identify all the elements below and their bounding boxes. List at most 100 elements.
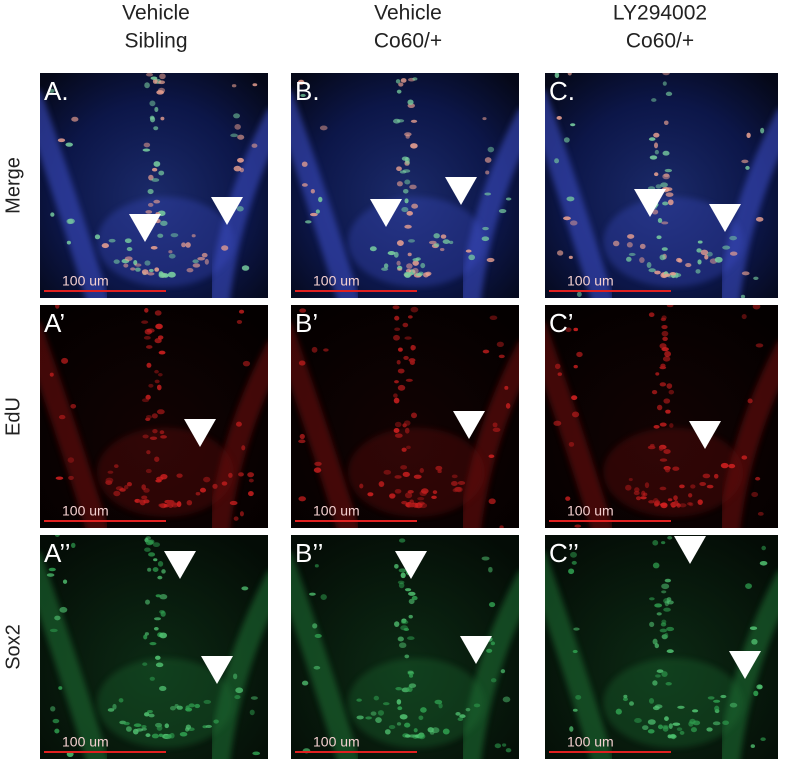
tissue-edge xyxy=(459,108,519,298)
cell xyxy=(442,728,450,735)
cell xyxy=(440,234,447,239)
cell xyxy=(489,315,498,320)
cell xyxy=(400,625,409,631)
tissue-edge xyxy=(545,89,614,298)
cell xyxy=(665,192,674,197)
cell xyxy=(649,155,658,160)
cell xyxy=(394,433,403,438)
cell xyxy=(697,259,702,265)
cell xyxy=(554,73,560,79)
cell xyxy=(657,218,663,224)
cell xyxy=(755,343,764,348)
cell xyxy=(488,454,495,458)
cell xyxy=(642,725,649,731)
cell xyxy=(176,501,182,508)
cell xyxy=(729,702,738,708)
cell xyxy=(666,383,673,389)
cell xyxy=(741,313,747,320)
cell xyxy=(123,485,129,490)
cell xyxy=(158,170,165,176)
cell xyxy=(141,320,149,324)
cell xyxy=(156,409,165,415)
cell xyxy=(656,669,664,673)
cell xyxy=(492,422,498,428)
column-header: LY294002 xyxy=(613,2,707,25)
cell xyxy=(745,165,750,170)
cell xyxy=(626,242,633,248)
cell xyxy=(484,157,492,163)
cell xyxy=(145,210,153,214)
cell xyxy=(413,474,422,479)
cell xyxy=(146,362,152,368)
cell xyxy=(496,341,504,348)
cell xyxy=(647,729,655,734)
cell xyxy=(397,706,403,711)
cell xyxy=(625,484,632,491)
cell xyxy=(661,330,669,337)
cell xyxy=(714,256,723,263)
cell xyxy=(431,495,437,500)
cell xyxy=(241,445,246,451)
cell xyxy=(659,422,667,427)
panel-label: B’ xyxy=(295,308,318,338)
cell xyxy=(375,717,382,723)
cell xyxy=(168,250,173,254)
tissue-edge xyxy=(718,108,778,298)
cell xyxy=(167,271,176,278)
cell xyxy=(241,265,250,271)
cell xyxy=(401,156,409,161)
column-header: Vehicle xyxy=(374,2,442,25)
cell xyxy=(252,751,261,756)
cell xyxy=(626,256,632,262)
cell xyxy=(149,641,157,646)
arrowhead xyxy=(729,651,761,679)
cell xyxy=(394,315,400,321)
cell xyxy=(158,271,164,277)
scale-bar-label: 100 um xyxy=(567,273,614,289)
cell xyxy=(170,233,179,238)
cell xyxy=(407,636,415,641)
arrowhead xyxy=(129,214,161,242)
cell xyxy=(649,597,655,601)
cell xyxy=(144,547,151,552)
cell xyxy=(48,567,56,572)
cell xyxy=(118,698,124,703)
cell xyxy=(401,500,408,505)
cell xyxy=(52,718,60,724)
scale-bar-label: 100 um xyxy=(313,503,360,519)
scale-bar-label: 100 um xyxy=(313,273,360,289)
cell xyxy=(437,469,442,474)
cell xyxy=(242,360,251,367)
row-label: Sox2 xyxy=(2,624,24,670)
cell xyxy=(394,563,399,569)
cell xyxy=(228,472,233,478)
cell xyxy=(660,541,666,545)
cell xyxy=(251,143,258,148)
cell xyxy=(395,686,402,691)
cell xyxy=(154,338,162,344)
cell xyxy=(65,142,73,147)
cell xyxy=(151,178,160,182)
arrowhead xyxy=(634,189,666,217)
cell xyxy=(320,594,327,601)
cell xyxy=(749,626,758,631)
micrograph: A. 100 um xyxy=(40,73,268,298)
cell xyxy=(405,134,410,139)
cell xyxy=(107,470,114,474)
cell xyxy=(417,497,425,501)
cell xyxy=(396,89,402,94)
cell xyxy=(410,344,415,351)
cell xyxy=(192,263,201,268)
cell xyxy=(665,91,673,97)
cell xyxy=(297,79,305,85)
cell xyxy=(393,334,400,341)
cell xyxy=(398,538,406,543)
cell xyxy=(203,476,211,483)
cell xyxy=(412,267,419,274)
cell xyxy=(699,481,707,487)
cell xyxy=(146,345,153,349)
cell xyxy=(569,726,574,732)
cell xyxy=(156,725,163,731)
cell xyxy=(46,573,55,577)
cell xyxy=(397,636,404,642)
